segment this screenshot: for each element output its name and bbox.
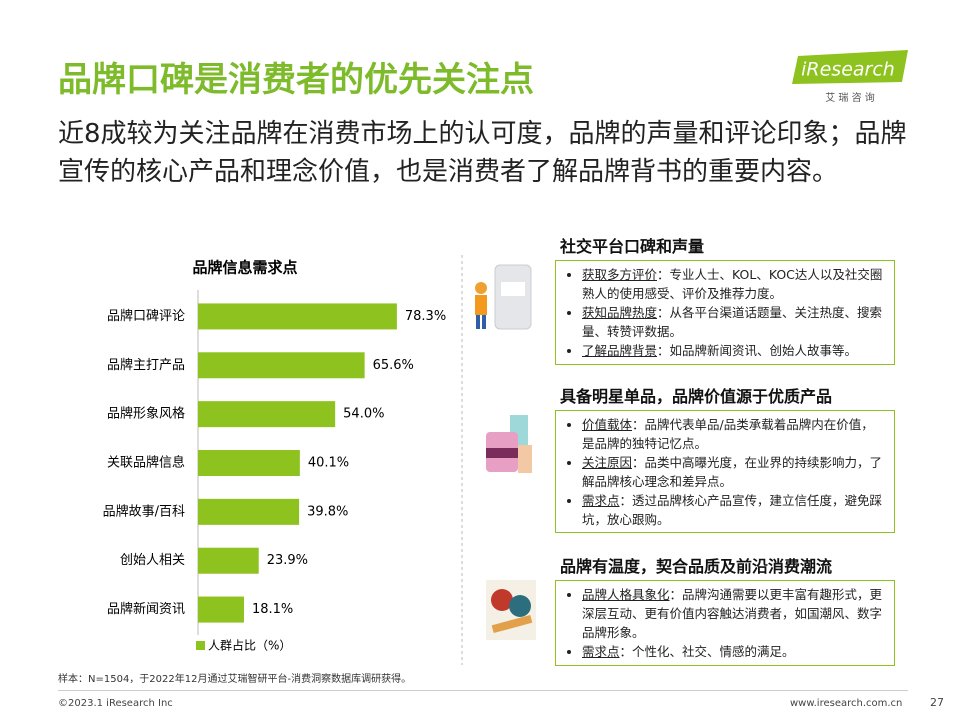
section-box: 价值载体：品牌代表单品/品类承载着品牌内在价值，是品牌的独特记忆点。关注原因：品… <box>555 410 895 533</box>
section-heading: 品牌有温度，契合品质及前沿消费潮流 <box>560 557 833 576</box>
url: www.iresearch.com.cn <box>790 698 903 709</box>
icon-products <box>486 415 532 473</box>
bullet-list: 价值载体：品牌代表单品/品类承载着品牌内在价值，是品牌的独特记忆点。关注原因：品… <box>564 415 886 529</box>
section-box: 获取多方评价：专业人士、KOL、KOC达人以及社交圈熟人的使用感受、评价及推荐力… <box>555 260 895 365</box>
value-label: 54.0% <box>343 407 384 422</box>
logo: iResearch 艾 瑞 咨 询 <box>792 50 908 104</box>
bullet-list: 获取多方评价：专业人士、KOL、KOC达人以及社交圈熟人的使用感受、评价及推荐力… <box>564 265 886 360</box>
bullet-item: 获取多方评价：专业人士、KOL、KOC达人以及社交圈熟人的使用感受、评价及推荐力… <box>582 265 886 303</box>
note: 样本：N=1504，于2022年12月通过艾瑞智研平台-消费洞察数据库调研获得。 <box>58 674 412 685</box>
bullet-item: 价值载体：品牌代表单品/品类承载着品牌内在价值，是品牌的独特记忆点。 <box>582 415 886 453</box>
logo-name: iResearch <box>801 59 895 81</box>
bullet-text: ：品牌沟通需要以更丰富有趣形式，更深层互动、更有价值内容触达消费者，如国潮风、数… <box>582 587 883 640</box>
category-label: 品牌口碑评论 <box>107 308 185 324</box>
page-number: 27 <box>930 696 944 709</box>
section-heading: 具备明星单品，品牌价值源于优质产品 <box>560 387 833 406</box>
bar <box>198 401 336 428</box>
value-label: 23.9% <box>267 553 308 568</box>
value-label: 40.1% <box>308 456 349 471</box>
bullet-text: ：个性化、社交、情感的满足。 <box>619 644 795 659</box>
bar <box>198 450 300 476</box>
bullet-term: 需求点 <box>582 493 620 508</box>
legend-swatch <box>196 641 205 650</box>
bar <box>198 596 244 623</box>
bullet-item: 品牌人格具象化：品牌沟通需要以更丰富有趣形式，更深层互动、更有价值内容触达消费者… <box>582 585 886 642</box>
footer-line <box>58 690 908 691</box>
bullet-text: ：如品牌新闻资讯、创始人故事等。 <box>657 343 858 358</box>
legend-label: 人群占比（%） <box>208 638 291 653</box>
copyright: ©2023.1 iResearch Inc <box>58 698 173 709</box>
icon-people <box>486 580 536 640</box>
bullet-item: 需求点：透过品牌核心产品宣传，建立信任度，避免踩坑，放心跟购。 <box>582 491 886 529</box>
section-heading: 社交平台口碑和声量 <box>560 237 705 256</box>
value-label: 39.8% <box>307 504 348 519</box>
bullet-term: 获知品牌热度 <box>582 305 658 320</box>
bullet-term: 关注原因 <box>582 455 633 470</box>
bullet-text: ：品类中高曝光度，在业界的持续影响力，了解品牌核心理念和差异点。 <box>582 455 883 489</box>
title: 品牌口碑是消费者的优先关注点 <box>58 60 534 100</box>
bullet-text: ：从各平台渠道话题量、关注热度、搜索量、转赞评数据。 <box>582 305 883 339</box>
bullet-text: ：透过品牌核心产品宣传，建立信任度，避免踩坑，放心跟购。 <box>582 493 883 527</box>
bullet-term: 获取多方评价 <box>582 267 658 282</box>
category-label: 品牌故事/百科 <box>103 503 185 519</box>
category-label: 品牌主打产品 <box>107 357 185 373</box>
bar <box>198 547 259 574</box>
bullet-item: 关注原因：品类中高曝光度，在业界的持续影响力，了解品牌核心理念和差异点。 <box>582 453 886 491</box>
logo-tagline: 艾 瑞 咨 询 <box>825 91 875 104</box>
category-label: 品牌形象风格 <box>107 406 185 422</box>
subtitle: 近8成较为关注品牌在消费市场上的认可度，品牌的声量和评论印象；品牌宣传的核心产品… <box>58 119 907 187</box>
category-label: 品牌新闻资讯 <box>107 601 185 617</box>
bullet-item: 获知品牌热度：从各平台渠道话题量、关注热度、搜索量、转赞评数据。 <box>582 303 886 341</box>
bullet-term: 品牌人格具象化 <box>582 587 670 602</box>
bullet-text: ：专业人士、KOL、KOC达人以及社交圈熟人的使用感受、评价及推荐力度。 <box>582 267 883 301</box>
bar <box>198 303 397 330</box>
bullet-term: 了解品牌背景 <box>582 343 658 358</box>
bar <box>198 498 300 525</box>
value-label: 78.3% <box>405 309 446 324</box>
icon-phone <box>475 264 532 330</box>
bullet-item: 需求点：个性化、社交、情感的满足。 <box>582 642 886 661</box>
bullet-list: 品牌人格具象化：品牌沟通需要以更丰富有趣形式，更深层互动、更有价值内容触达消费者… <box>564 585 886 661</box>
category-label: 创始人相关 <box>120 553 185 568</box>
chart: 品牌信息需求点 品牌口碑评论品牌主打产品品牌形象风格关联品牌信息品牌故事/百科创… <box>103 255 463 665</box>
bullet-item: 了解品牌背景：如品牌新闻资讯、创始人故事等。 <box>582 341 886 360</box>
bullet-text: ：品牌代表单品/品类承载着品牌内在价值，是品牌的独特记忆点。 <box>582 417 874 451</box>
bullet-term: 价值载体 <box>582 417 633 432</box>
section-box: 品牌人格具象化：品牌沟通需要以更丰富有趣形式，更深层互动、更有价值内容触达消费者… <box>555 580 895 666</box>
value-label: 65.6% <box>373 358 414 373</box>
value-label: 18.1% <box>252 602 293 617</box>
category-label: 关联品牌信息 <box>107 455 185 471</box>
bar <box>198 352 365 379</box>
chart-title: 品牌信息需求点 <box>192 259 297 277</box>
logo-shape <box>792 50 908 84</box>
bullet-term: 需求点 <box>582 644 620 659</box>
